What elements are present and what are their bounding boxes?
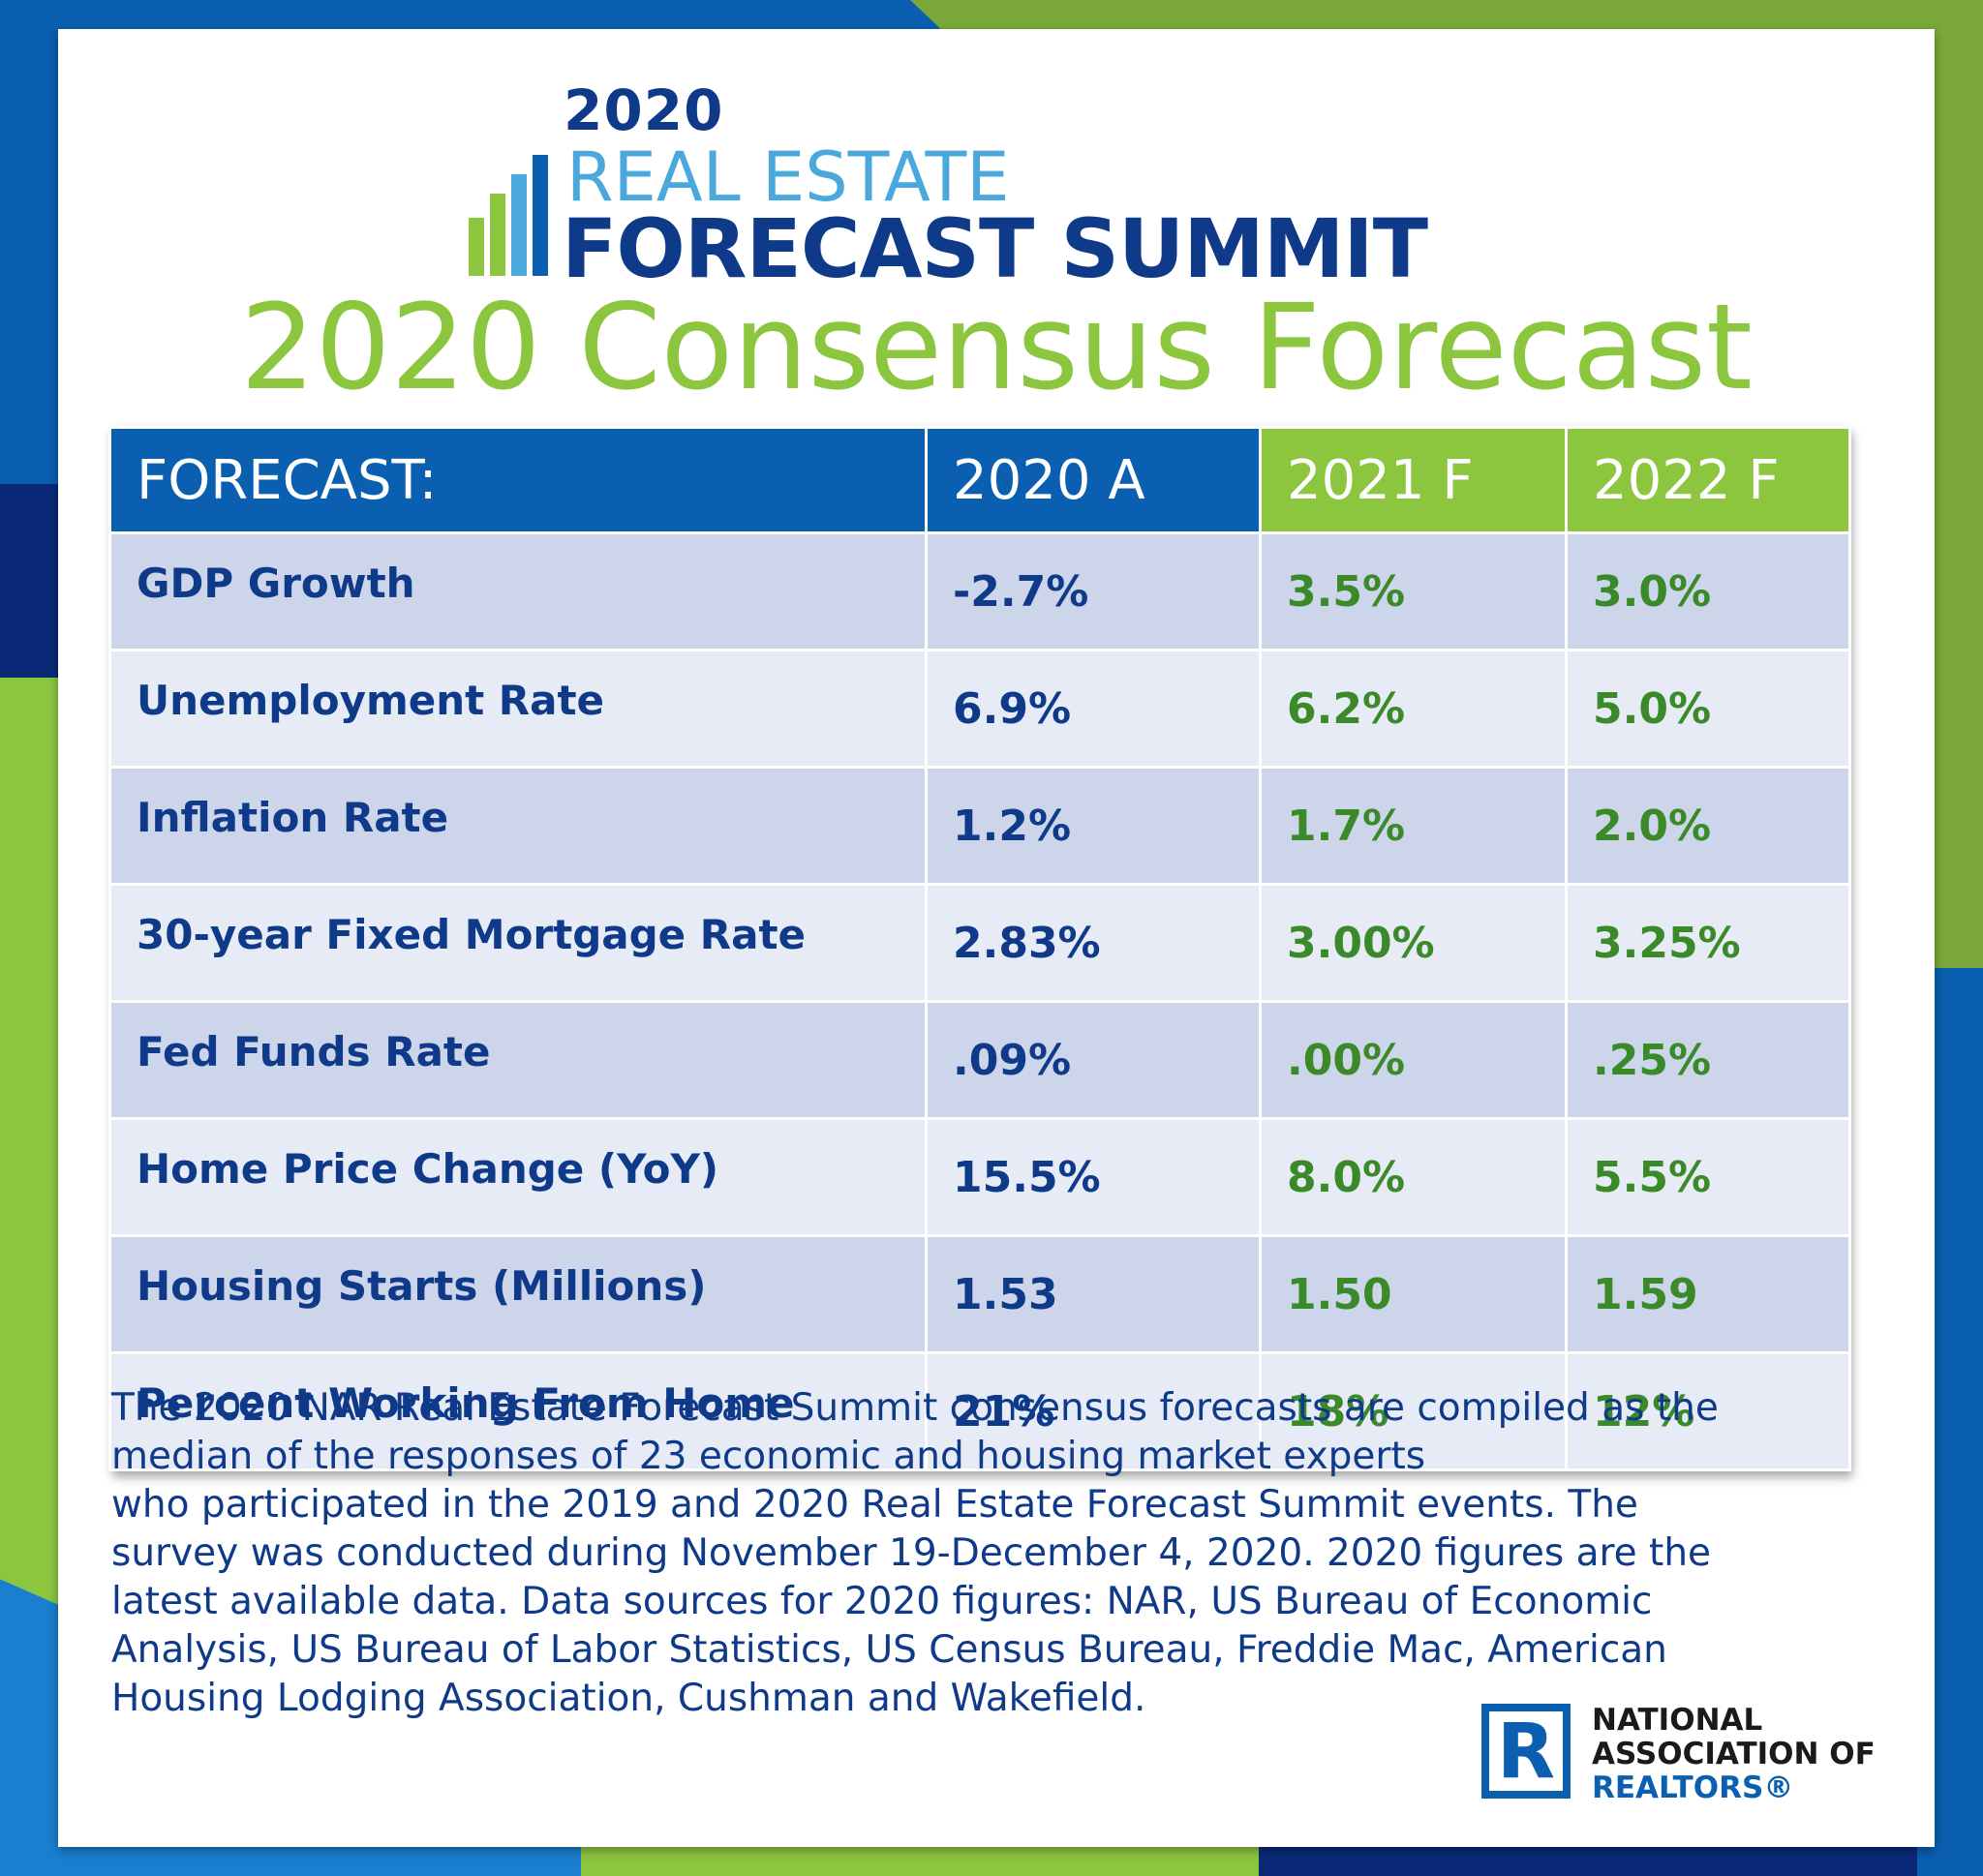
realtor-r-letter: R	[1496, 1709, 1556, 1796]
table-row: 30-year Fixed Mortgage Rate 2.83% 3.00% …	[108, 883, 1851, 1003]
logo-year: 2020	[564, 77, 724, 143]
header-2020: 2020 A	[925, 426, 1262, 534]
value-2020: 2.83%	[925, 883, 1262, 1003]
value-2021: 6.2%	[1259, 649, 1568, 769]
value-2021: .00%	[1259, 1000, 1568, 1120]
nar-line3: REALTORS®	[1592, 1770, 1794, 1805]
table-row: GDP Growth -2.7% 3.5% 3.0%	[108, 531, 1851, 651]
table-row: Inflation Rate 1.2% 1.7% 2.0%	[108, 766, 1851, 886]
footnote-line: median of the responses of 23 economic a…	[111, 1435, 1426, 1478]
value-2020: 1.53	[925, 1234, 1262, 1354]
row-label: Home Price Change (YoY)	[108, 1117, 928, 1237]
value-2021: 3.00%	[1259, 883, 1568, 1003]
value-2020: 6.9%	[925, 649, 1262, 769]
row-label: 30-year Fixed Mortgage Rate	[108, 883, 928, 1003]
content-card: 2020 REAL ESTATE FORECAST SUMMIT 2020 Co…	[58, 29, 1935, 1847]
value-2022: 3.0%	[1565, 531, 1851, 651]
table-row: Housing Starts (Millions) 1.53 1.50 1.59	[108, 1234, 1851, 1354]
nar-logo: R NATIONAL ASSOCIATION OF REALTORS®	[1481, 1694, 1907, 1810]
footnote-line: latest available data. Data sources for …	[111, 1580, 1653, 1623]
footnote: The 2020 NAR Real Estate Forecast Summit…	[111, 1384, 1893, 1723]
table-row: Percent Working From Home 21% 18% 12%	[108, 1351, 1851, 1471]
value-2020: -2.7%	[925, 531, 1262, 651]
footnote-line: Analysis, US Bureau of Labor Statistics,…	[111, 1628, 1667, 1672]
row-label: Housing Starts (Millions)	[108, 1234, 928, 1354]
value-2020: 21%	[925, 1351, 1262, 1471]
value-2022: 5.0%	[1565, 649, 1851, 769]
value-2021: 1.7%	[1259, 766, 1568, 886]
value-2021: 3.5%	[1259, 531, 1568, 651]
header-2021: 2021 F	[1259, 426, 1568, 534]
table-row: Unemployment Rate 6.9% 6.2% 5.0%	[108, 649, 1851, 769]
table-row: Fed Funds Rate .09% .00% .25%	[108, 1000, 1851, 1120]
value-2022: 1.59	[1565, 1234, 1851, 1354]
value-2021: 18%	[1259, 1351, 1568, 1471]
table-row: Home Price Change (YoY) 15.5% 8.0% 5.5%	[108, 1117, 1851, 1237]
value-2020: 1.2%	[925, 766, 1262, 886]
realtor-r-icon: R	[1481, 1704, 1571, 1799]
value-2021: 1.50	[1259, 1234, 1568, 1354]
footnote-line: who participated in the 2019 and 2020 Re…	[111, 1483, 1638, 1527]
row-label: Unemployment Rate	[108, 649, 928, 769]
row-label: Percent Working From Home	[108, 1351, 928, 1471]
value-2022: 5.5%	[1565, 1117, 1851, 1237]
value-2022: 3.25%	[1565, 883, 1851, 1003]
footnote-line: The 2020 NAR Real Estate Forecast Summit…	[111, 1386, 1719, 1430]
footnote-line: survey was conducted during November 19-…	[111, 1531, 1712, 1575]
nar-wordmark: NATIONAL ASSOCIATION OF REALTORS®	[1592, 1704, 1911, 1805]
row-label: GDP Growth	[108, 531, 928, 651]
nar-line2: ASSOCIATION OF	[1592, 1737, 1876, 1771]
bar-chart-logo-icon	[469, 150, 556, 276]
value-2020: .09%	[925, 1000, 1262, 1120]
value-2022: 12%	[1565, 1351, 1851, 1471]
value-2020: 15.5%	[925, 1117, 1262, 1237]
value-2022: .25%	[1565, 1000, 1851, 1120]
logo-real-estate: REAL ESTATE	[566, 137, 1010, 217]
value-2021: 8.0%	[1259, 1117, 1568, 1237]
table-header-row: FORECAST: 2020 A 2021 F 2022 F	[108, 426, 1851, 534]
forecast-table: FORECAST: 2020 A 2021 F 2022 F GDP Growt…	[108, 426, 1851, 1471]
footnote-line: Housing Lodging Association, Cushman and…	[111, 1677, 1146, 1720]
header-2022: 2022 F	[1565, 426, 1851, 534]
row-label: Inflation Rate	[108, 766, 928, 886]
page-title: 2020 Consensus Forecast	[240, 279, 1753, 416]
nar-line1: NATIONAL	[1592, 1703, 1763, 1738]
row-label: Fed Funds Rate	[108, 1000, 928, 1120]
value-2022: 2.0%	[1565, 766, 1851, 886]
logo-forecast-summit: FORECAST SUMMIT	[562, 201, 1428, 296]
header-forecast: FORECAST:	[108, 426, 928, 534]
